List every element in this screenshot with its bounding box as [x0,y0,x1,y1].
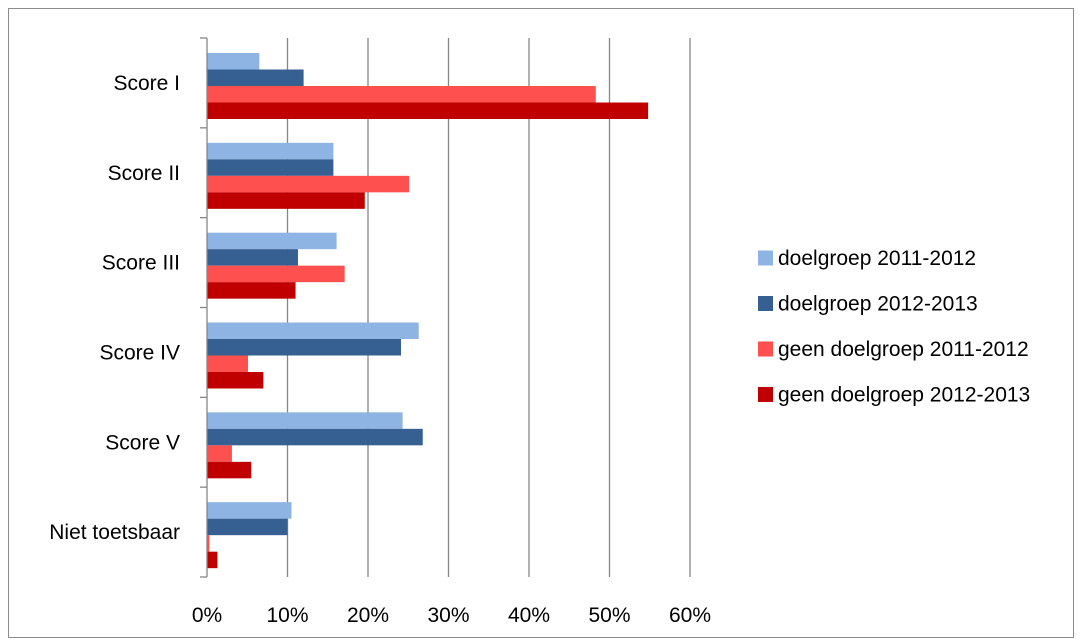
bar [207,518,288,536]
bar [207,86,596,103]
x-axis-ticks: 0% 10% 20% 30% 40% 50% 60% [192,604,711,627]
category-label: Niet toetsbaar [49,521,180,544]
bar [207,339,402,356]
bar [207,428,423,446]
bar [207,159,334,176]
bar [207,232,337,250]
bar [207,412,403,429]
bar [207,551,218,569]
x-tick-label: 0% [192,604,222,627]
legend-label: geen doelgroep 2011-2012 [778,338,1029,361]
category-label: Score II [108,162,180,185]
legend-swatch [758,341,773,357]
bar [207,355,249,372]
legend-swatch [758,250,773,266]
bar [207,322,419,339]
bar [207,102,649,119]
legend: doelgroep 2011-2012 doelgroep 2012-2013 ge… [758,247,1030,407]
bar [207,175,410,193]
gridlines [286,38,691,577]
category-label: Score IV [99,341,180,364]
category-label: Score III [102,252,180,275]
legend-swatch [758,387,773,402]
legend-label: doelgroep 2011-2012 [778,247,976,270]
bar [207,502,292,519]
bars [207,53,649,569]
bar [207,192,365,209]
y-axis [200,37,208,578]
category-labels: Score I Score II Score III Score IV Score V N… [49,72,180,544]
bar [207,265,345,283]
x-tick-label: 30% [427,604,469,627]
x-tick-label: 40% [508,604,550,627]
x-tick-label: 60% [669,604,711,627]
legend-label: doelgroep 2012-2013 [778,293,978,316]
bar [207,461,252,479]
category-label: Score V [105,431,180,454]
bar [207,142,334,160]
bar [207,53,260,70]
x-tick-label: 20% [347,604,389,627]
bar [207,69,304,86]
bar [207,535,210,552]
category-label: Score I [113,72,180,95]
bar [207,282,296,299]
bar [207,249,298,266]
bar [207,445,232,462]
x-tick-label: 10% [266,604,308,627]
legend-swatch [758,296,773,311]
legend-label: geen doelgroep 2012-2013 [778,384,1030,407]
x-tick-label: 50% [588,604,630,627]
bar [207,372,264,389]
